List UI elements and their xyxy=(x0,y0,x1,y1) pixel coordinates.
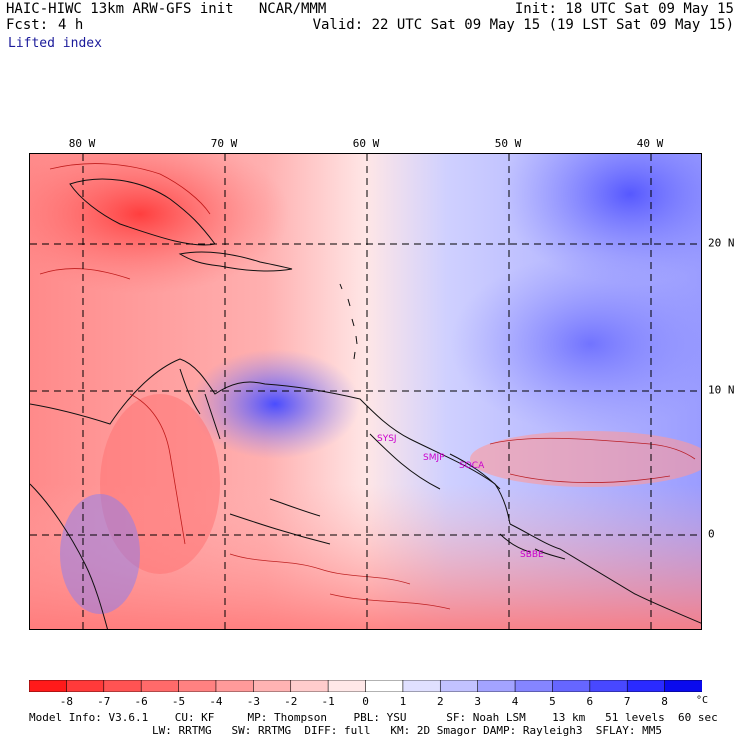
colorbar-swatch xyxy=(626,680,666,692)
colorbar-swatch xyxy=(664,680,702,692)
colorbar-tick-label: -2 xyxy=(284,695,298,708)
colorbar-swatch xyxy=(365,680,404,692)
lon-label-70w: 70 W xyxy=(210,137,238,150)
colorbar-tick-label: 3 xyxy=(474,695,481,708)
colorbar-swatch xyxy=(215,680,255,692)
colorbar-tick-label: -6 xyxy=(134,695,148,708)
colorbar-tick-label: 2 xyxy=(436,695,444,708)
colorbar-swatch xyxy=(253,680,292,692)
lat-lon-grid xyxy=(30,154,701,629)
colorbar-swatch xyxy=(477,680,516,692)
stable-core-venezuela xyxy=(190,349,360,459)
lon-label-60w: 60 W xyxy=(352,137,380,150)
model-info-line2: LW: RRTMG SW: RRTMG DIFF: full KM: 2D Sm… xyxy=(152,724,662,737)
lifted-index-map: SYSJ SMJP SOCA SBBE xyxy=(29,153,702,630)
colorbar-tick-label: 4 xyxy=(511,695,519,708)
colorbar-tick-label: -5 xyxy=(171,695,186,708)
site-smjp: SMJP xyxy=(423,453,445,463)
valid-time: Valid: 22 UTC Sat 09 May 15 (19 LST Sat … xyxy=(312,17,734,33)
colorbar-swatch xyxy=(552,680,591,692)
map-canvas xyxy=(30,154,701,629)
site-sbbe: SBBE xyxy=(520,550,544,560)
coastlines xyxy=(30,178,701,629)
colorbar-tick-label: 1 xyxy=(399,695,407,708)
stable-andes xyxy=(60,494,140,614)
colorbar-tick-label: -7 xyxy=(97,695,111,708)
colorbar-tick-label: -4 xyxy=(209,695,223,708)
lon-label-80w: 80 W xyxy=(68,137,96,150)
unstable-colombia xyxy=(100,394,220,574)
stable-region-east xyxy=(450,254,701,434)
colorbar-units: °C xyxy=(696,695,709,706)
lat-label-10n: 10 N xyxy=(708,383,735,397)
colorbar-tick-label: 8 xyxy=(661,695,668,708)
colorbar-tick-label: -8 xyxy=(59,695,73,708)
forecast-hour: 4 h xyxy=(58,17,84,33)
lon-label-40w: 40 W xyxy=(636,137,664,150)
colorbar-swatch xyxy=(66,680,105,692)
site-sysj: SYSJ xyxy=(377,434,397,444)
model-info-line1: Model Info: V3.6.1 CU: KF MP: Thompson P… xyxy=(29,711,718,724)
unstable-region-nw xyxy=(30,154,290,294)
colorbar-swatch xyxy=(178,680,217,692)
colorbar-tick-label: 5 xyxy=(549,695,556,708)
colorbar-tick-label: 7 xyxy=(623,695,631,708)
colorbar-swatch xyxy=(402,680,442,692)
forecast-label: Fcst: xyxy=(6,17,49,33)
unstable-band-atlantic xyxy=(470,431,701,487)
colorbar xyxy=(29,680,702,692)
colorbar-tick-label: 6 xyxy=(586,695,594,708)
lat-label-20n: 20 N xyxy=(708,236,735,250)
contours xyxy=(39,163,696,610)
colorbar-swatch xyxy=(514,680,554,692)
lon-label-50w: 50 W xyxy=(494,137,522,150)
colorbar-swatch xyxy=(140,680,180,692)
colorbar-swatch xyxy=(290,680,329,692)
site-soca: SOCA xyxy=(459,461,485,471)
colorbar-swatch xyxy=(589,680,629,692)
colorbar-swatch xyxy=(103,680,142,692)
colorbar-tick-label: -3 xyxy=(246,695,260,708)
colorbar-swatch xyxy=(327,680,367,692)
colorbar-swatch xyxy=(439,680,479,692)
colorbar-tick-label: 0 xyxy=(362,695,369,708)
chart-title: HAIC-HIWC 13km ARW-GFS init NCAR/MMM xyxy=(6,1,327,17)
init-time: Init: 18 UTC Sat 09 May 15 xyxy=(514,1,734,17)
lat-label-0: 0 xyxy=(708,527,715,541)
colorbar-swatch xyxy=(29,680,68,692)
colorbar-tick-label: -1 xyxy=(321,695,335,708)
variable-name: Lifted index xyxy=(8,36,102,51)
